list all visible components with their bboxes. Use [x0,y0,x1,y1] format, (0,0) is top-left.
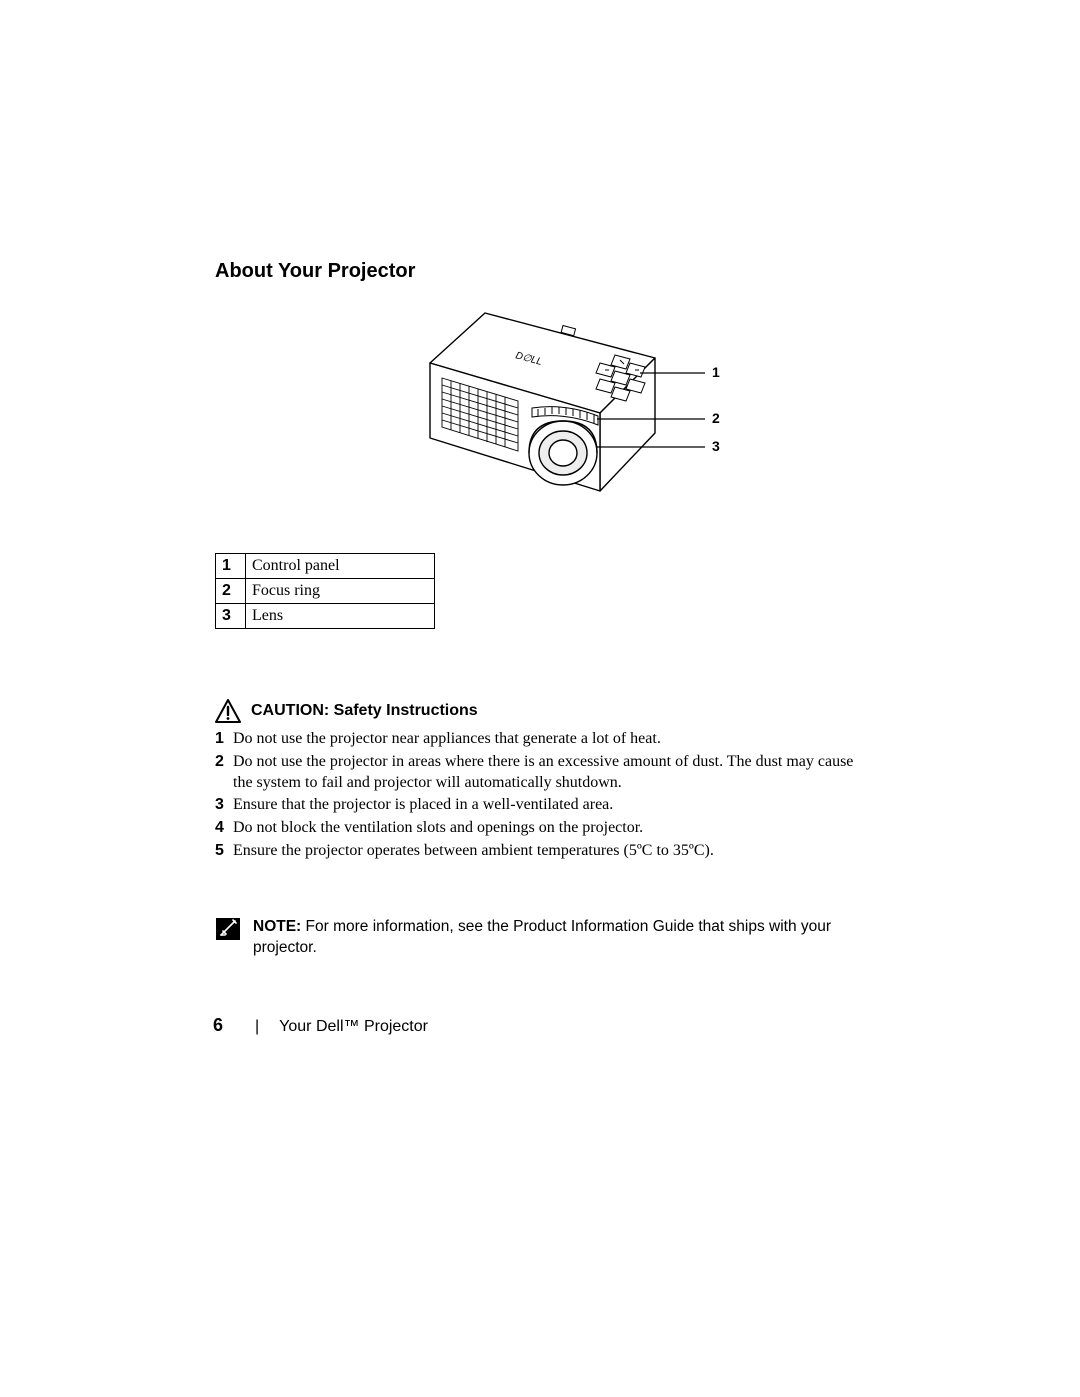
item-text: Ensure the projector operates between am… [233,841,865,862]
table-row: 3 Lens [216,604,435,629]
caution-icon [215,699,241,723]
list-item: 4 Do not block the ventilation slots and… [215,818,865,839]
caution-block: CAUTION: Safety Instructions 1 Do not us… [215,699,865,862]
note-icon [215,917,241,941]
item-number: 2 [215,752,229,794]
item-number: 4 [215,818,229,839]
table-row: 2 Focus ring [216,579,435,604]
item-text: Do not use the projector near appliances… [233,729,865,750]
part-num: 3 [216,604,246,629]
item-text: Do not block the ventilation slots and o… [233,818,865,839]
callout-2: 2 [712,410,720,426]
page-footer: 6 | Your Dell™ Projector [213,1015,428,1036]
caution-list: 1 Do not use the projector near applianc… [215,729,865,862]
footer-separator: | [255,1018,259,1036]
page-number: 6 [213,1015,223,1036]
note-block: NOTE: For more information, see the Prod… [215,917,865,959]
list-item: 5 Ensure the projector operates between … [215,841,865,862]
projector-figure: D∅LL [215,303,865,523]
list-item: 3 Ensure that the projector is placed in… [215,795,865,816]
note-body: For more information, see the Product In… [253,918,831,956]
list-item: 2 Do not use the projector in areas wher… [215,752,865,794]
callout-1: 1 [712,364,720,380]
item-number: 1 [215,729,229,750]
note-text: NOTE: For more information, see the Prod… [253,917,865,959]
item-text: Ensure that the projector is placed in a… [233,795,865,816]
lens-graphic [529,421,597,485]
item-text: Do not use the projector in areas where … [233,752,865,794]
part-label: Control panel [246,554,435,579]
table-row: 1 Control panel [216,554,435,579]
part-num: 2 [216,579,246,604]
caution-title: CAUTION: Safety Instructions [251,702,478,720]
section-title: About Your Projector [215,260,865,283]
list-item: 1 Do not use the projector near applianc… [215,729,865,750]
projector-svg: D∅LL [350,303,730,523]
item-number: 5 [215,841,229,862]
callout-3: 3 [712,438,720,454]
parts-table: 1 Control panel 2 Focus ring 3 Lens [215,553,435,629]
part-num: 1 [216,554,246,579]
note-label: NOTE: [253,918,301,935]
part-label: Lens [246,604,435,629]
item-number: 3 [215,795,229,816]
footer-title: Your Dell™ Projector [279,1018,428,1036]
part-label: Focus ring [246,579,435,604]
